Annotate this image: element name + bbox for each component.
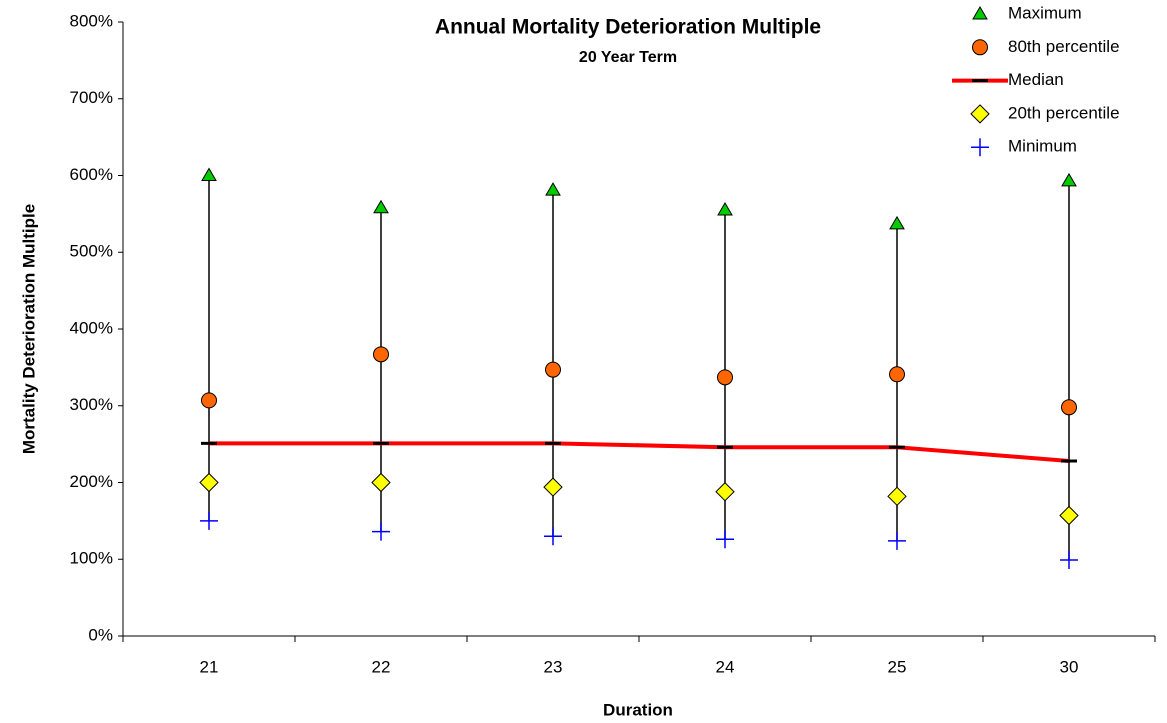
median-line	[209, 441, 1070, 464]
legend-label: 20th percentile	[1008, 103, 1120, 122]
x-tick-label: 22	[372, 657, 391, 676]
x-tick-label: 30	[1060, 657, 1079, 676]
chart-subtitle: 20 Year Term	[579, 49, 677, 66]
point	[200, 511, 218, 530]
point	[372, 522, 390, 541]
point	[889, 215, 905, 230]
chart-title: Annual Mortality Deterioration Multiple	[435, 16, 821, 39]
point	[199, 472, 219, 493]
y-tick-label: 100%	[70, 549, 113, 568]
point	[373, 346, 389, 363]
y-tick-label: 600%	[70, 165, 113, 184]
point	[201, 167, 217, 181]
legend-marker	[972, 6, 988, 20]
x-tick-label: 23	[544, 657, 563, 676]
point	[716, 530, 734, 549]
point	[545, 182, 561, 196]
point	[717, 202, 733, 216]
point	[544, 527, 562, 546]
y-tick-label: 300%	[70, 395, 113, 414]
legend-label: Minimum	[1008, 137, 1077, 156]
legend-label: 80th percentile	[1008, 37, 1120, 56]
y-tick-label: 0%	[88, 625, 113, 644]
legend-marker	[971, 138, 989, 157]
point	[1061, 172, 1077, 187]
point	[888, 531, 906, 550]
x-axis-label: Duration	[603, 700, 673, 719]
point	[717, 369, 733, 386]
point	[371, 472, 391, 493]
point	[715, 482, 735, 502]
point	[201, 392, 217, 409]
legend-label: Maximum	[1008, 3, 1082, 22]
point	[545, 361, 561, 378]
y-tick-label: 500%	[70, 242, 113, 261]
y-axis-label: Mortality Deterioration Multiple	[19, 204, 38, 454]
y-tick-label: 400%	[70, 318, 113, 337]
point	[889, 366, 905, 383]
point	[887, 486, 907, 507]
point	[1060, 551, 1078, 570]
x-tick-label: 25	[888, 657, 907, 676]
x-tick-label: 21	[200, 657, 219, 676]
y-tick-label: 800%	[70, 11, 113, 30]
legend-label: Median	[1008, 70, 1064, 89]
point	[543, 477, 563, 497]
y-tick-label: 200%	[70, 472, 113, 491]
point	[1059, 505, 1079, 526]
legend-marker	[972, 39, 988, 56]
x-tick-label: 24	[716, 657, 735, 676]
point	[1061, 399, 1077, 416]
y-tick-label: 700%	[70, 88, 113, 107]
point	[373, 199, 389, 214]
legend-marker	[970, 104, 990, 124]
